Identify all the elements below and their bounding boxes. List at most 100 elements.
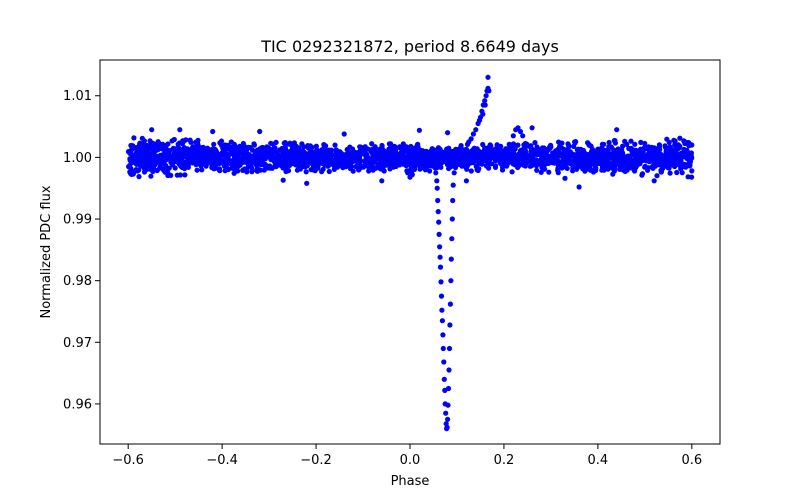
baseline-point xyxy=(612,138,618,144)
baseline-point xyxy=(389,153,395,159)
baseline-point xyxy=(411,161,417,167)
baseline-point xyxy=(459,163,465,169)
outlier-point xyxy=(576,184,582,190)
baseline-point xyxy=(543,161,549,167)
baseline-point xyxy=(596,159,602,166)
baseline-point xyxy=(303,169,309,175)
feature-point xyxy=(482,98,488,104)
outlier-point xyxy=(210,128,216,135)
baseline-point xyxy=(448,164,454,170)
feature-point xyxy=(470,131,476,137)
baseline-point xyxy=(471,148,477,154)
baseline-point xyxy=(150,163,156,169)
baseline-point xyxy=(506,155,512,161)
baseline-point xyxy=(642,163,648,169)
baseline-point xyxy=(466,152,473,158)
baseline-point xyxy=(372,157,378,163)
baseline-point xyxy=(211,141,217,147)
x-axis-ticks: −0.6 −0.4 −0.2 0.0 0.2 0.4 0.6 xyxy=(112,444,702,468)
baseline-point xyxy=(258,145,265,151)
baseline-point xyxy=(194,144,200,150)
baseline-point xyxy=(309,144,315,150)
baseline-point xyxy=(526,153,532,159)
baseline-point xyxy=(640,149,646,155)
feature-point xyxy=(480,111,486,117)
feature-point xyxy=(473,127,479,133)
y-tick-label: 0.99 xyxy=(63,213,92,228)
baseline-point xyxy=(519,153,525,159)
baseline-point xyxy=(175,141,181,147)
baseline-point xyxy=(559,145,565,151)
baseline-point xyxy=(589,161,595,167)
feature-point xyxy=(450,182,456,188)
feature-point xyxy=(486,88,492,94)
baseline-point xyxy=(513,155,519,161)
baseline-point xyxy=(677,135,683,141)
baseline-point xyxy=(225,142,231,148)
baseline-point xyxy=(648,152,654,158)
baseline-point xyxy=(380,155,386,161)
baseline-point xyxy=(262,156,268,162)
baseline-point xyxy=(652,151,658,157)
baseline-point xyxy=(341,155,347,161)
baseline-point xyxy=(166,165,172,171)
baseline-point xyxy=(369,141,375,147)
feature-point xyxy=(445,402,451,408)
baseline-point xyxy=(194,140,201,146)
baseline-point xyxy=(171,158,177,164)
y-axis-label: Normalized PDC flux xyxy=(39,185,54,318)
baseline-point xyxy=(182,172,188,178)
baseline-point xyxy=(198,163,204,169)
baseline-point xyxy=(534,167,540,173)
baseline-point xyxy=(298,150,304,156)
baseline-point xyxy=(523,148,529,154)
feature-point xyxy=(476,117,483,123)
outlier-point xyxy=(416,127,422,133)
baseline-point xyxy=(419,160,425,166)
baseline-point xyxy=(684,147,690,153)
baseline-point xyxy=(413,150,419,156)
feature-point xyxy=(485,74,491,80)
baseline-point xyxy=(233,144,239,150)
baseline-point xyxy=(328,147,334,153)
baseline-point xyxy=(620,152,626,158)
baseline-point xyxy=(668,159,674,165)
baseline-point xyxy=(305,143,311,149)
baseline-point xyxy=(399,150,405,156)
baseline-point xyxy=(241,143,247,149)
baseline-point xyxy=(265,165,271,171)
feature-point xyxy=(407,174,413,180)
baseline-point xyxy=(145,149,151,155)
baseline-point xyxy=(678,157,684,164)
baseline-point xyxy=(158,157,164,164)
feature-point xyxy=(447,322,453,328)
baseline-point xyxy=(617,162,623,168)
y-tick-label: 0.96 xyxy=(63,397,92,412)
baseline-point xyxy=(624,141,630,147)
baseline-point xyxy=(553,155,560,161)
baseline-point xyxy=(293,153,299,159)
feature-point xyxy=(436,219,442,225)
baseline-point xyxy=(322,145,328,151)
outlier-point xyxy=(562,175,568,181)
outlier-point xyxy=(445,130,451,136)
outlier-point xyxy=(177,127,183,133)
baseline-point xyxy=(549,153,555,159)
baseline-point xyxy=(160,141,166,147)
baseline-point xyxy=(441,152,447,158)
baseline-point xyxy=(185,164,191,170)
feature-point xyxy=(445,416,451,422)
baseline-point xyxy=(435,145,442,151)
feature-point xyxy=(517,128,524,135)
baseline-point xyxy=(638,139,644,145)
baseline-point xyxy=(237,161,243,167)
baseline-point xyxy=(559,140,565,146)
baseline-point xyxy=(128,165,134,172)
baseline-point xyxy=(141,169,148,175)
baseline-point xyxy=(667,144,673,150)
baseline-point xyxy=(444,159,450,165)
baseline-point xyxy=(272,145,278,151)
baseline-point xyxy=(675,142,681,148)
feature-point xyxy=(440,332,446,338)
baseline-point xyxy=(611,157,617,163)
